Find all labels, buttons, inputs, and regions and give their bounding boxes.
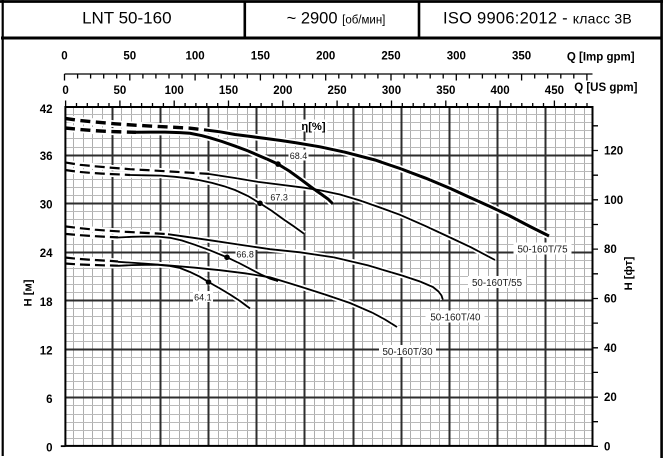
svg-text:20: 20 (604, 392, 617, 404)
svg-text:0: 0 (604, 441, 610, 453)
svg-text:24: 24 (40, 248, 53, 260)
svg-text:150: 150 (219, 85, 238, 97)
svg-text:50: 50 (123, 51, 136, 63)
svg-text:300: 300 (447, 51, 466, 63)
svg-text:Q [US gpm]: Q [US gpm] (574, 82, 637, 94)
svg-text:ISO 9906:2012 - класс 3В: ISO 9906:2012 - класс 3В (443, 10, 632, 28)
svg-text:350: 350 (436, 85, 455, 97)
svg-text:Q [Imp gpm]: Q [Imp gpm] (567, 52, 635, 64)
svg-text:150: 150 (251, 51, 270, 63)
svg-text:0: 0 (62, 85, 68, 97)
svg-text:0: 0 (46, 442, 52, 454)
svg-text:100: 100 (604, 195, 623, 207)
svg-text:42: 42 (40, 104, 53, 116)
svg-text:6: 6 (46, 394, 52, 406)
svg-text:66.8: 66.8 (236, 249, 254, 259)
svg-text:H [м]: H [м] (23, 279, 35, 306)
svg-text:36: 36 (40, 151, 53, 163)
svg-text:0: 0 (61, 51, 67, 63)
svg-text:60: 60 (604, 294, 617, 306)
svg-text:100: 100 (165, 85, 184, 97)
svg-text:67.3: 67.3 (270, 193, 288, 203)
svg-text:50-160T/75: 50-160T/75 (517, 245, 568, 256)
svg-text:450: 450 (545, 85, 564, 97)
svg-text:400: 400 (491, 85, 510, 97)
svg-text:12: 12 (40, 345, 53, 357)
svg-text:250: 250 (381, 51, 400, 63)
svg-text:50-160T/55: 50-160T/55 (472, 278, 523, 289)
svg-text:200: 200 (273, 85, 292, 97)
svg-text:200: 200 (316, 51, 335, 63)
svg-text:100: 100 (186, 51, 205, 63)
svg-text:~ 2900 [об/мин]: ~ 2900 [об/мин] (287, 10, 386, 28)
svg-text:50-160T/30: 50-160T/30 (382, 347, 433, 358)
svg-text:64.1: 64.1 (194, 292, 212, 302)
svg-text:120: 120 (604, 146, 623, 158)
svg-text:80: 80 (604, 244, 617, 256)
svg-text:50-160T/40: 50-160T/40 (430, 312, 481, 323)
svg-text:300: 300 (382, 85, 401, 97)
svg-text:50: 50 (114, 85, 127, 97)
svg-text:68.4: 68.4 (290, 151, 308, 161)
svg-text:350: 350 (512, 51, 531, 63)
svg-text:η[%]: η[%] (301, 121, 326, 133)
svg-text:H [фт]: H [фт] (623, 256, 635, 290)
svg-text:250: 250 (328, 85, 347, 97)
svg-text:40: 40 (604, 343, 617, 355)
svg-text:18: 18 (40, 297, 53, 309)
svg-text:30: 30 (40, 200, 53, 212)
svg-text:LNT 50-160: LNT 50-160 (82, 9, 171, 28)
